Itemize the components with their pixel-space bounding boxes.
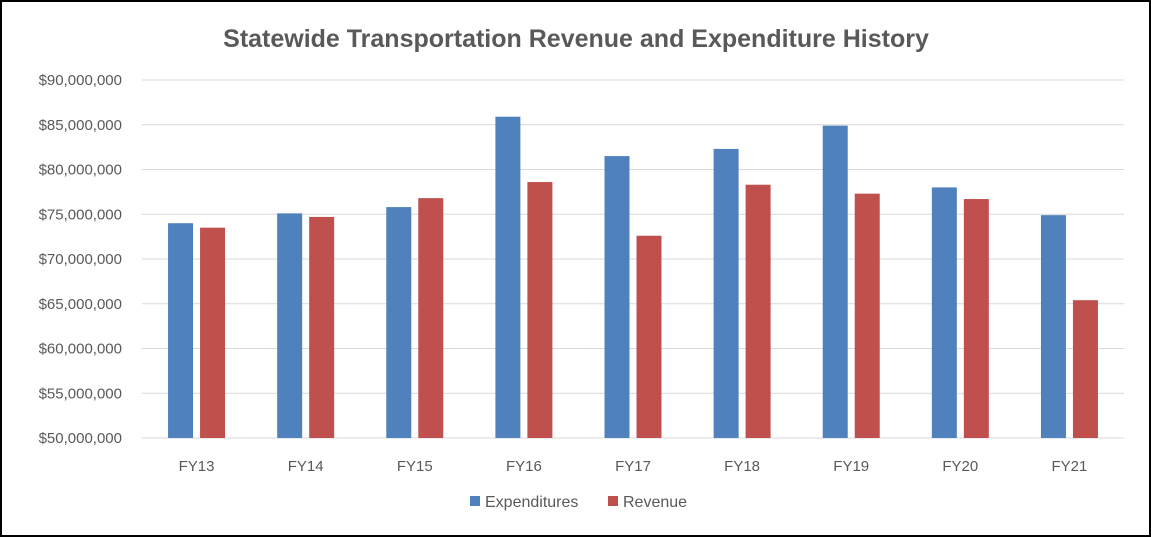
bar-revenue-fy21 (1072, 300, 1098, 438)
y-tick-label: $50,000,000 (39, 430, 122, 447)
bar-revenue-fy19 (854, 193, 880, 438)
bar-expenditures-fy13 (168, 223, 194, 438)
x-tick-label: FY20 (942, 458, 978, 475)
legend-swatch-revenue (608, 496, 618, 506)
x-tick-label: FY21 (1052, 458, 1088, 475)
bar-expenditures-fy14 (277, 213, 303, 438)
x-tick-label: FY19 (833, 458, 869, 475)
y-tick-label: $90,000,000 (39, 72, 122, 89)
legend-swatch-expenditures (470, 496, 480, 506)
x-tick-label: FY16 (506, 458, 542, 475)
bar-revenue-fy16 (527, 182, 553, 438)
y-tick-label: $55,000,000 (39, 385, 122, 402)
bar-revenue-fy14 (309, 216, 335, 438)
x-axis-ticks: FY13 FY14 FY15 FY16 FY17 FY18 FY19 FY20 FY21 (179, 458, 1088, 475)
y-tick-label: $75,000,000 (39, 206, 122, 223)
bar-expenditures-fy19 (822, 125, 848, 439)
bar-revenue-fy18 (745, 184, 771, 438)
bars (168, 116, 1098, 439)
x-tick-label: FY18 (724, 458, 760, 475)
y-tick-label: $80,000,000 (39, 162, 122, 179)
bar-expenditures-fy20 (931, 187, 957, 438)
bar-revenue-fy13 (200, 227, 226, 438)
y-tick-label: $70,000,000 (39, 251, 122, 268)
chart-title: Statewide Transportation Revenue and Exp… (223, 25, 929, 53)
bar-revenue-fy15 (418, 198, 444, 438)
legend-label-expenditures: Expenditures (485, 494, 578, 511)
y-axis-ticks: $50,000,000 $55,000,000 $60,000,000 $65,000… (39, 72, 122, 447)
x-tick-label: FY17 (615, 458, 651, 475)
bar-expenditures-fy17 (604, 156, 630, 438)
y-tick-label: $65,000,000 (39, 296, 122, 313)
legend-label-revenue: Revenue (623, 494, 687, 511)
bar-revenue-fy17 (636, 235, 662, 438)
x-tick-label: FY14 (288, 458, 324, 475)
bar-revenue-fy20 (963, 199, 989, 438)
bar-expenditures-fy18 (713, 148, 739, 439)
y-tick-label: $60,000,000 (39, 341, 122, 358)
y-tick-label: $85,000,000 (39, 117, 122, 134)
bar-expenditures-fy21 (1040, 215, 1066, 438)
bar-expenditures-fy15 (386, 207, 412, 438)
legend: Expenditures Revenue (470, 494, 687, 511)
gridlines (142, 79, 1124, 439)
bar-expenditures-fy16 (495, 116, 521, 438)
x-tick-label: FY13 (179, 458, 215, 475)
x-tick-label: FY15 (397, 458, 433, 475)
